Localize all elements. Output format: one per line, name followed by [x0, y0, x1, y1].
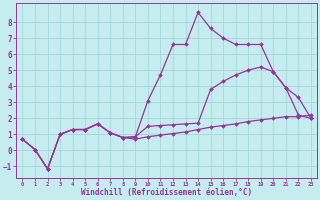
X-axis label: Windchill (Refroidissement éolien,°C): Windchill (Refroidissement éolien,°C) [81, 188, 252, 197]
